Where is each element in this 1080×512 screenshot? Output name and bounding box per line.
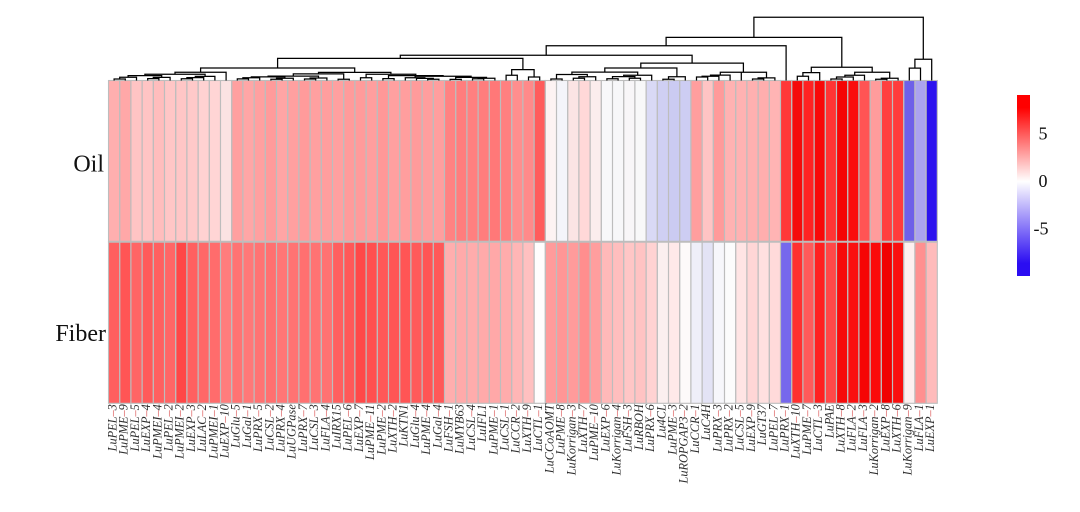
svg-text:LuPME–11: LuPME–11: [363, 404, 377, 461]
svg-text:LuXTH–9: LuXTH–9: [520, 404, 534, 454]
svg-text:LuFSH–1: LuFSH–1: [442, 404, 456, 453]
svg-text:LuFLA–4: LuFLA–4: [318, 404, 332, 452]
svg-text:LuFLA–3: LuFLA–3: [856, 404, 870, 452]
svg-text:LuC4H: LuC4H: [699, 403, 713, 441]
svg-text:0: 0: [1039, 171, 1048, 191]
svg-text:LuCCR–1: LuCCR–1: [688, 404, 702, 454]
svg-text:LuKorrigan–4: LuKorrigan–4: [610, 404, 624, 476]
svg-text:LuGal–4: LuGal–4: [430, 404, 444, 449]
svg-text:LuUGPase: LuUGPase: [285, 404, 299, 460]
svg-text:LuPRX–6: LuPRX–6: [643, 403, 657, 453]
svg-text:LuGal–1: LuGal–1: [240, 404, 254, 449]
svg-text:LuKTN1: LuKTN1: [397, 404, 411, 447]
svg-text:LuIFL1: LuIFL1: [475, 404, 489, 443]
svg-text:LuPME–4: LuPME–4: [419, 404, 433, 456]
svg-text:LuRBOH: LuRBOH: [632, 403, 646, 451]
svg-text:LuEXP–8: LuEXP–8: [878, 403, 892, 453]
svg-text:LuCSL–5: LuCSL–5: [733, 404, 747, 452]
svg-text:LuPEL–7: LuPEL–7: [766, 403, 780, 452]
svg-text:LuPME–7: LuPME–7: [800, 403, 814, 455]
svg-text:LuPMEI–1: LuPMEI–1: [206, 404, 220, 460]
svg-text:LuPME–9: LuPME–9: [117, 404, 131, 456]
svg-text:LuPMEI–4: LuPMEI–4: [150, 404, 164, 460]
svg-text:LuEXP–4: LuEXP–4: [139, 404, 153, 453]
svg-text:LuKorrigan–3: LuKorrigan–3: [565, 404, 579, 476]
svg-text:LuPME–10: LuPME–10: [587, 404, 601, 462]
svg-text:LuPRX–4: LuPRX–4: [274, 404, 288, 453]
svg-text:LuLAC–2: LuLAC–2: [195, 404, 209, 453]
svg-text:LuFLA–2: LuFLA–2: [845, 404, 859, 452]
svg-text:LuMYB63: LuMYB63: [453, 404, 467, 455]
svg-text:LuCSL–2: LuCSL–2: [262, 404, 276, 452]
svg-text:LuCCoAOMT: LuCCoAOMT: [542, 403, 556, 474]
svg-text:LuXTH–8: LuXTH–8: [834, 403, 848, 453]
svg-text:LuPEL–5: LuPEL–5: [128, 404, 142, 452]
svg-text:Fiber: Fiber: [55, 321, 106, 347]
svg-text:LuPME–1: LuPME–1: [486, 404, 500, 456]
svg-text:LuGlu–4: LuGlu–4: [408, 404, 422, 449]
svg-text:LuPRX–5: LuPRX–5: [251, 404, 265, 453]
svg-text:LuEXP–1: LuEXP–1: [923, 404, 937, 453]
svg-text:LuPME–2: LuPME–2: [374, 404, 388, 456]
svg-text:LuXTH–2: LuXTH–2: [386, 404, 400, 454]
svg-text:LuCSL–4: LuCSL–4: [464, 404, 478, 452]
svg-text:LuPEL–2: LuPEL–2: [162, 404, 176, 452]
svg-text:LuFSH–3: LuFSH–3: [621, 404, 635, 453]
svg-text:LuCTL–3: LuCTL–3: [811, 404, 825, 452]
svg-text:LuPME–3: LuPME–3: [666, 404, 680, 456]
svg-text:LuPEL–6: LuPEL–6: [341, 403, 355, 452]
svg-text:LuPRX–7: LuPRX–7: [296, 403, 310, 453]
svg-text:LuPRX–3: LuPRX–3: [710, 404, 724, 453]
svg-text:LuEXP–9: LuEXP–9: [744, 404, 758, 453]
svg-text:LuCSL–3: LuCSL–3: [307, 404, 321, 452]
svg-text:LuEXP–6: LuEXP–6: [598, 403, 612, 453]
svg-text:-5: -5: [1034, 219, 1049, 239]
svg-text:LuPME–8: LuPME–8: [554, 403, 568, 455]
svg-text:LuXTH–10: LuXTH–10: [789, 404, 803, 460]
svg-text:LuKorrigan–9: LuKorrigan–9: [901, 404, 915, 476]
svg-text:LuPAE: LuPAE: [822, 404, 836, 439]
svg-text:5: 5: [1039, 124, 1048, 144]
svg-text:LuEXP–7: LuEXP–7: [352, 403, 366, 453]
svg-text:LuXTH–7: LuXTH–7: [576, 403, 590, 453]
svg-text:LuROPGAP3–2: LuROPGAP3–2: [677, 404, 691, 484]
svg-text:LuEXP–10: LuEXP–10: [218, 404, 232, 459]
svg-text:LuPRX–2: LuPRX–2: [722, 404, 736, 453]
svg-text:LuXTH–6: LuXTH–6: [890, 403, 904, 453]
svg-text:LuKorrigan–2: LuKorrigan–2: [867, 404, 881, 476]
svg-text:Oil: Oil: [73, 152, 104, 178]
svg-text:LuCCR–2: LuCCR–2: [509, 404, 523, 454]
svg-text:LuPRX–1: LuPRX–1: [778, 404, 792, 453]
svg-text:LuGlu–5: LuGlu–5: [229, 404, 243, 449]
svg-text:LuCTL–1: LuCTL–1: [531, 404, 545, 452]
svg-text:LuCSL–1: LuCSL–1: [498, 404, 512, 452]
svg-text:LuGT37: LuGT37: [755, 403, 769, 446]
svg-text:LuFLA–1: LuFLA–1: [912, 404, 926, 452]
svg-text:LuPMEI–2: LuPMEI–2: [173, 404, 187, 460]
svg-text:LuIRX15: LuIRX15: [330, 404, 344, 449]
svg-text:LuPEL–3: LuPEL–3: [106, 404, 120, 452]
svg-text:Lu4CL: Lu4CL: [654, 404, 668, 439]
svg-text:LuEXP–3: LuEXP–3: [184, 404, 198, 453]
